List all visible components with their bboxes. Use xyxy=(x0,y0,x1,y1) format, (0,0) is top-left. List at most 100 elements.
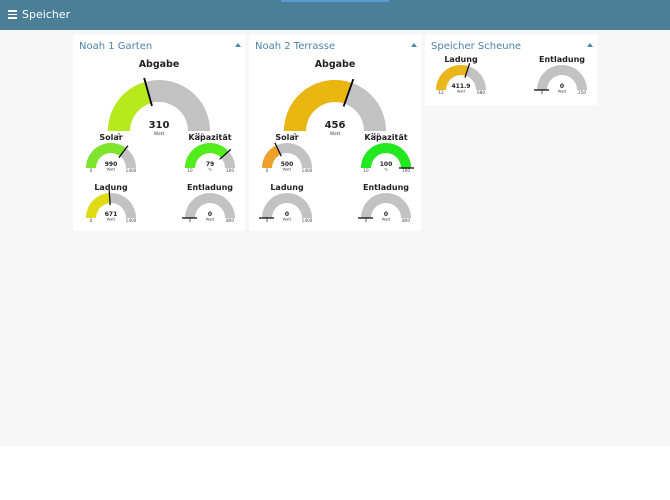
gauge-max-label: 680 xyxy=(477,90,485,95)
gauge-min-label: 0 xyxy=(189,218,192,223)
gauge-value: 0 xyxy=(384,211,388,218)
gauge-value: 456 xyxy=(325,120,346,131)
gauge-fill xyxy=(108,81,152,131)
gauge-unit: % xyxy=(208,167,212,172)
group-noah-2-terrasse: Noah 2 Terrasse Abgabe 456 Watt 0 750 Solar 5… xyxy=(249,35,421,231)
gauge-max-label: 750 xyxy=(370,133,380,139)
gauge-value: 310 xyxy=(149,120,170,131)
app-title: Speicher xyxy=(22,8,71,21)
gauge-min-label: 0 xyxy=(266,218,269,223)
gauge-label: Abgabe xyxy=(139,59,180,70)
gauge-max-label: 1400 xyxy=(302,168,313,173)
gauge-label: Solar xyxy=(275,133,298,142)
gauge-label: Kapazität xyxy=(188,133,231,142)
gauge-fill xyxy=(262,145,281,168)
gauge-fill xyxy=(361,143,411,168)
gauge-fill xyxy=(86,193,111,218)
gauge-value: 671 xyxy=(105,211,118,218)
gauge-min-label: 12 xyxy=(438,90,444,95)
gauge-max-label: 250 xyxy=(578,90,586,95)
gauge-label: Ladung xyxy=(94,183,128,192)
gauge-unit: Watt xyxy=(558,89,567,94)
group-title: Speicher Scheune xyxy=(431,41,522,52)
gauge-max-label: 750 xyxy=(194,133,204,139)
gauge-min-label: 0 xyxy=(266,168,269,173)
collapse-icon[interactable] xyxy=(587,43,593,47)
gauge-track xyxy=(262,193,312,218)
collapse-icon[interactable] xyxy=(411,43,417,47)
gauge-min-label: 0 xyxy=(293,133,296,139)
gauge-min-label: 0 xyxy=(90,168,93,173)
gauge-min-label: 0 xyxy=(541,90,544,95)
gauge-value: 0 xyxy=(285,211,289,218)
gauge-track xyxy=(361,193,411,218)
gauge-track xyxy=(185,193,235,218)
gauge-value: 79 xyxy=(206,161,214,168)
gauge-needle xyxy=(118,145,129,159)
gauge-fill xyxy=(86,143,127,168)
gauge-max-label: 1400 xyxy=(126,218,137,223)
gauge-needle xyxy=(108,190,111,206)
gauge-max-label: 1400 xyxy=(126,168,137,173)
gauge-value: 500 xyxy=(281,161,294,168)
gauge-unit: Watt xyxy=(206,217,215,222)
dashboard: Speicher Noah 1 Garten Abgabe 310 Watt 0 750… xyxy=(0,0,670,231)
gauge-track xyxy=(537,65,587,90)
gauge-max-label: 1400 xyxy=(302,218,313,223)
gauge-label: Entladung xyxy=(363,183,409,192)
top-accent-line xyxy=(281,0,389,2)
gauge-kapazitaet: Kapazität 100% 10 100 xyxy=(361,133,414,173)
gauge-value: 411.9 xyxy=(452,83,471,90)
gauge-fill xyxy=(436,65,469,90)
group-noah-1-garten: Noah 1 Garten Abgabe 310 Watt 0 750 Solar 990… xyxy=(73,35,245,231)
gauge-label: Abgabe xyxy=(315,59,356,70)
gauge-min-label: 0 xyxy=(365,218,368,223)
gauge-needle xyxy=(342,78,355,107)
gauge-label: Solar xyxy=(99,133,122,142)
gauge-value: 990 xyxy=(105,161,118,168)
gauge-max-label: 100 xyxy=(402,168,410,173)
gauge-needle xyxy=(274,142,282,157)
gauge-unit: % xyxy=(384,167,388,172)
gauge-min-label: 0 xyxy=(90,218,93,223)
gauge-needle xyxy=(143,77,153,107)
gauge-label: Entladung xyxy=(187,183,233,192)
hamburger-menu-icon[interactable] xyxy=(8,10,17,19)
gauge-max-label: 100 xyxy=(226,168,234,173)
group-speicher-scheune: Speicher Scheune Ladung 411.9 Watt 12 680 En… xyxy=(425,35,597,105)
gauge-fill xyxy=(185,143,229,168)
gauge-label: Entladung xyxy=(539,55,585,64)
gauge-unit: Watt xyxy=(382,217,391,222)
gauge-needle xyxy=(219,148,232,160)
gauge-max-label: 800 xyxy=(402,218,410,223)
gauge-unit: Watt xyxy=(107,167,116,172)
gauge-label: Ladung xyxy=(270,183,304,192)
gauge-min-label: 10 xyxy=(187,168,193,173)
gauge-min-label: 0 xyxy=(117,133,120,139)
gauge-label: Kapazität xyxy=(364,133,407,142)
gauge-fill xyxy=(284,79,352,131)
gauge-unit: Watt xyxy=(330,131,341,137)
gauge-min-label: 10 xyxy=(363,168,369,173)
group-title: Noah 2 Terrasse xyxy=(255,41,336,52)
gauge-unit: Watt xyxy=(457,89,466,94)
gauge-needle xyxy=(464,63,471,78)
gauge-value: 0 xyxy=(560,83,564,90)
gauge-unit: Watt xyxy=(283,167,292,172)
gauge-value: 100 xyxy=(380,161,393,168)
gauge-max-label: 800 xyxy=(226,218,234,223)
top-bar: Speicher xyxy=(0,0,670,30)
group-title: Noah 1 Garten xyxy=(79,41,153,52)
gauge-unit: Watt xyxy=(283,217,292,222)
collapse-icon[interactable] xyxy=(235,43,241,47)
